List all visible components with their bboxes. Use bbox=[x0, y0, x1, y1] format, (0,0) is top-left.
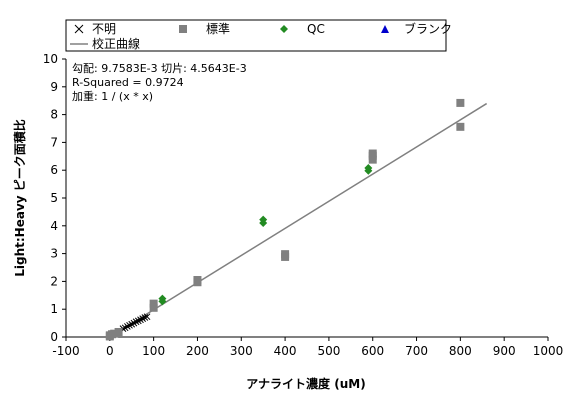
y-tick-label: 6 bbox=[50, 163, 58, 177]
x-tick-label: 700 bbox=[405, 344, 428, 358]
y-tick-label: 2 bbox=[50, 274, 58, 288]
ticks-layer: -100 0 100 200 300 400 500 600 700 800 900 10000123… bbox=[43, 52, 564, 358]
x-tick-label: 300 bbox=[230, 344, 253, 358]
x-tick-label: 0 bbox=[106, 344, 114, 358]
standard-point bbox=[149, 303, 158, 312]
x-tick-label: 800 bbox=[449, 344, 472, 358]
calibration-curve-line bbox=[109, 102, 488, 338]
legend-label-fit-line: 校正曲線 bbox=[92, 36, 140, 51]
legend-marker-diamond-icon bbox=[280, 25, 288, 33]
standard-point bbox=[368, 149, 377, 158]
fit-line-layer bbox=[109, 102, 488, 338]
y-tick-label: 9 bbox=[50, 80, 58, 94]
legend-marker-square-icon bbox=[179, 25, 187, 33]
x-tick-label: 400 bbox=[274, 344, 297, 358]
fit-annotations: 勾配: 9.7583E-3 切片: 4.5643E-3 R-Squared = … bbox=[72, 62, 247, 103]
y-tick-label: 10 bbox=[43, 52, 58, 66]
legend-marker-x-icon bbox=[74, 24, 84, 34]
qc-point bbox=[364, 163, 373, 172]
y-tick-label: 1 bbox=[50, 302, 58, 316]
legend: 不明 標準 QC ブランク 校正曲線 bbox=[65, 19, 452, 52]
slope-intercept-annotation: 勾配: 9.7583E-3 切片: 4.5643E-3 bbox=[72, 62, 247, 75]
unknown-point bbox=[141, 314, 149, 321]
legend-item-fit-line: 校正曲線 bbox=[70, 36, 140, 51]
legend-item-standard: 標準 bbox=[179, 21, 230, 36]
qc-point bbox=[158, 294, 167, 303]
legend-label-standard: 標準 bbox=[206, 21, 230, 36]
x-tick-label: 500 bbox=[317, 344, 340, 358]
y-tick-label: 5 bbox=[50, 191, 58, 205]
x-tick-label: 600 bbox=[361, 344, 384, 358]
legend-item-blank: ブランク bbox=[381, 21, 452, 36]
standard-point bbox=[110, 329, 119, 338]
legend-box bbox=[65, 19, 447, 52]
legend-label-blank: ブランク bbox=[404, 21, 452, 36]
legend-label-unknown: 不明 bbox=[92, 22, 116, 36]
x-tick-label: -100 bbox=[52, 344, 79, 358]
x-axis-title: アナライト濃度 (uM) bbox=[246, 376, 365, 391]
x-tick-label: 100 bbox=[142, 344, 165, 358]
legend-item-qc: QC bbox=[280, 22, 325, 36]
r-squared-annotation: R-Squared = 0.9724 bbox=[72, 76, 184, 89]
y-tick-label: 4 bbox=[50, 219, 58, 233]
y-tick-label: 7 bbox=[50, 135, 58, 149]
standard-point bbox=[456, 122, 465, 131]
qc-point bbox=[259, 215, 268, 224]
standard-point bbox=[149, 299, 158, 308]
legend-label-qc: QC bbox=[307, 22, 325, 36]
y-axis-title: Light:Heavy ピーク面積比 bbox=[12, 119, 27, 277]
standard-point bbox=[456, 98, 465, 107]
y-tick-label: 0 bbox=[50, 330, 58, 344]
unknown-point bbox=[132, 318, 140, 326]
standard-point bbox=[114, 327, 123, 336]
standard-point bbox=[193, 276, 202, 285]
standard-point bbox=[281, 250, 290, 259]
y-tick-label: 3 bbox=[50, 247, 58, 261]
legend-item-unknown: 不明 bbox=[74, 22, 116, 36]
legend-marker-triangle-icon bbox=[381, 25, 389, 33]
unknown-point bbox=[143, 313, 151, 321]
points-layer bbox=[105, 98, 465, 341]
y-tick-label: 8 bbox=[50, 108, 58, 122]
x-tick-label: 1000 bbox=[533, 344, 564, 358]
x-tick-label: 900 bbox=[493, 344, 516, 358]
weighting-annotation: 加重: 1 / (x * x) bbox=[72, 89, 153, 103]
x-tick-label: 200 bbox=[186, 344, 209, 358]
